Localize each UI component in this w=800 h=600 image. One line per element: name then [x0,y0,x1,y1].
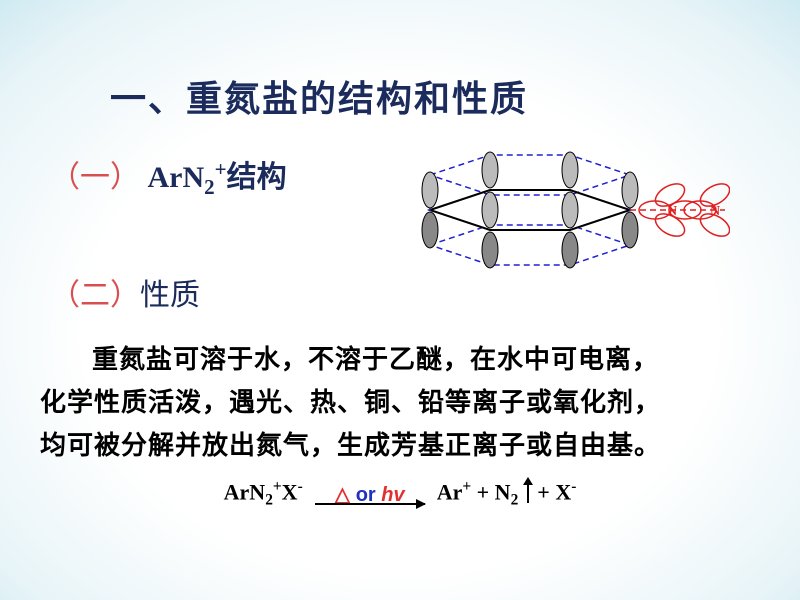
reactant: ArN2+X- [224,478,303,510]
section2-paren: （二） [50,279,140,312]
body-line-3: 均可被分解并放出氮气，生成芳基正离子或自由基。 [40,425,760,468]
slide-title: 一、重氮盐的结构和性质 [110,70,760,122]
products: Ar+ + N2 + X- [437,478,577,510]
gas-arrow-icon [524,479,532,503]
arrow-line [315,503,425,505]
svg-text:N: N [710,204,720,219]
section1-paren: （一） [50,161,140,194]
section2-cjk: 性质 [140,279,200,312]
section1-formula: ArN2+ [148,161,227,194]
orbital-diagram: N N [370,135,730,295]
reaction-equation: ArN2+X- △ or hv Ar+ + N2 + X- [40,478,760,510]
reaction-arrow: △ or hv [315,482,425,505]
body-line-2: 化学性质活泼，遇光、热、铜、铅等离子或氧化剂， [40,382,760,425]
body-line-1: 重氮盐可溶于水，不溶于乙醚，在水中可电离， [40,339,760,382]
svg-text:N: N [667,204,677,219]
section1-cjk: 结构 [227,161,287,194]
